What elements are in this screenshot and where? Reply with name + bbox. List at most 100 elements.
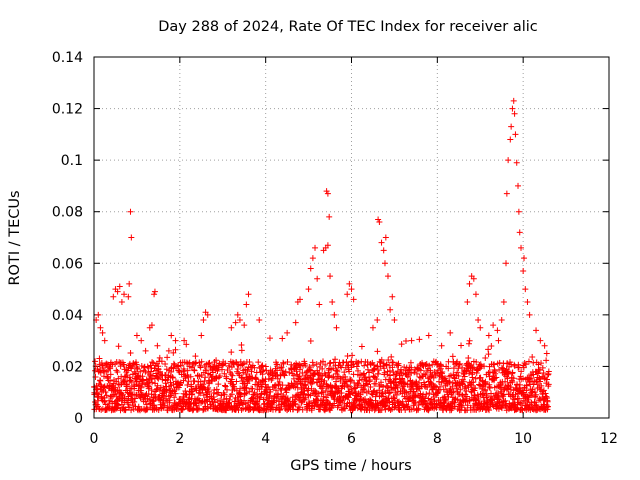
data-point xyxy=(456,391,463,398)
data-point xyxy=(315,390,322,397)
data-point xyxy=(354,381,361,388)
data-point xyxy=(525,396,532,403)
data-point xyxy=(95,311,102,318)
data-point xyxy=(410,388,417,395)
data-point xyxy=(313,389,320,396)
data-point xyxy=(97,324,104,331)
data-point xyxy=(113,393,120,400)
data-point xyxy=(399,398,406,405)
data-point xyxy=(144,363,151,370)
data-point xyxy=(239,361,246,368)
data-point xyxy=(386,362,393,369)
data-point xyxy=(416,373,423,380)
data-point xyxy=(394,399,401,406)
data-point xyxy=(103,392,110,399)
data-point xyxy=(518,368,525,375)
data-point xyxy=(420,397,427,404)
data-point xyxy=(508,123,515,130)
data-point xyxy=(200,317,207,324)
data-point xyxy=(241,322,248,329)
data-point xyxy=(243,371,250,378)
data-point xyxy=(196,397,203,404)
data-point xyxy=(299,369,306,376)
data-point xyxy=(266,335,273,342)
data-point xyxy=(223,375,230,382)
data-point xyxy=(194,396,201,403)
data-point xyxy=(307,337,314,344)
data-point xyxy=(107,365,114,372)
data-point xyxy=(125,401,132,408)
data-point xyxy=(99,329,106,336)
data-point xyxy=(256,317,263,324)
data-point xyxy=(466,398,473,405)
data-point xyxy=(402,338,409,345)
data-point xyxy=(302,362,309,369)
data-point xyxy=(471,392,478,399)
data-point xyxy=(380,383,387,390)
data-point xyxy=(384,273,391,280)
data-point xyxy=(374,317,381,324)
data-point xyxy=(535,361,542,368)
data-point xyxy=(132,395,139,402)
data-point xyxy=(113,405,120,412)
data-point xyxy=(167,379,174,386)
data-point xyxy=(129,402,136,409)
data-point xyxy=(148,322,155,329)
data-point xyxy=(316,301,323,308)
data-point xyxy=(496,359,503,366)
x-tick-label: 4 xyxy=(261,431,270,447)
data-point xyxy=(389,364,396,371)
data-point xyxy=(481,363,488,370)
data-point xyxy=(347,383,354,390)
data-point xyxy=(355,359,362,366)
data-point xyxy=(376,219,383,226)
data-point xyxy=(473,358,480,365)
data-point xyxy=(346,280,353,287)
data-point xyxy=(324,242,331,249)
data-point xyxy=(131,398,138,405)
data-point xyxy=(353,363,360,370)
data-point xyxy=(512,391,519,398)
data-point xyxy=(543,350,550,357)
data-point xyxy=(229,372,236,379)
data-point xyxy=(375,216,382,223)
data-point xyxy=(259,377,266,384)
y-tick-label: 0.08 xyxy=(52,205,83,221)
data-point xyxy=(502,397,509,404)
data-point xyxy=(520,375,527,382)
data-point xyxy=(387,372,394,379)
data-point xyxy=(170,349,177,356)
data-point xyxy=(366,407,373,414)
data-point xyxy=(203,367,210,374)
data-point xyxy=(529,353,536,360)
data-point xyxy=(197,364,204,371)
data-point xyxy=(273,397,280,404)
data-point xyxy=(435,387,442,394)
data-point xyxy=(276,378,283,385)
data-point xyxy=(532,391,539,398)
y-tick-label: 0.1 xyxy=(61,153,83,169)
data-point xyxy=(284,329,291,336)
data-point xyxy=(346,388,353,395)
data-point xyxy=(243,301,250,308)
data-point xyxy=(259,362,266,369)
data-point xyxy=(257,394,264,401)
data-point xyxy=(456,360,463,367)
data-point xyxy=(96,355,103,362)
data-point xyxy=(309,378,316,385)
data-point xyxy=(161,402,168,409)
data-point xyxy=(375,370,382,377)
data-point xyxy=(219,362,226,369)
data-point xyxy=(197,390,204,397)
data-point xyxy=(491,361,498,368)
data-point xyxy=(114,368,121,375)
data-point xyxy=(526,311,533,318)
data-point xyxy=(465,354,472,361)
data-point xyxy=(458,404,465,411)
data-point xyxy=(236,389,243,396)
data-point xyxy=(205,388,212,395)
data-point xyxy=(139,373,146,380)
data-point xyxy=(500,398,507,405)
data-point xyxy=(460,369,467,376)
data-point xyxy=(222,383,229,390)
